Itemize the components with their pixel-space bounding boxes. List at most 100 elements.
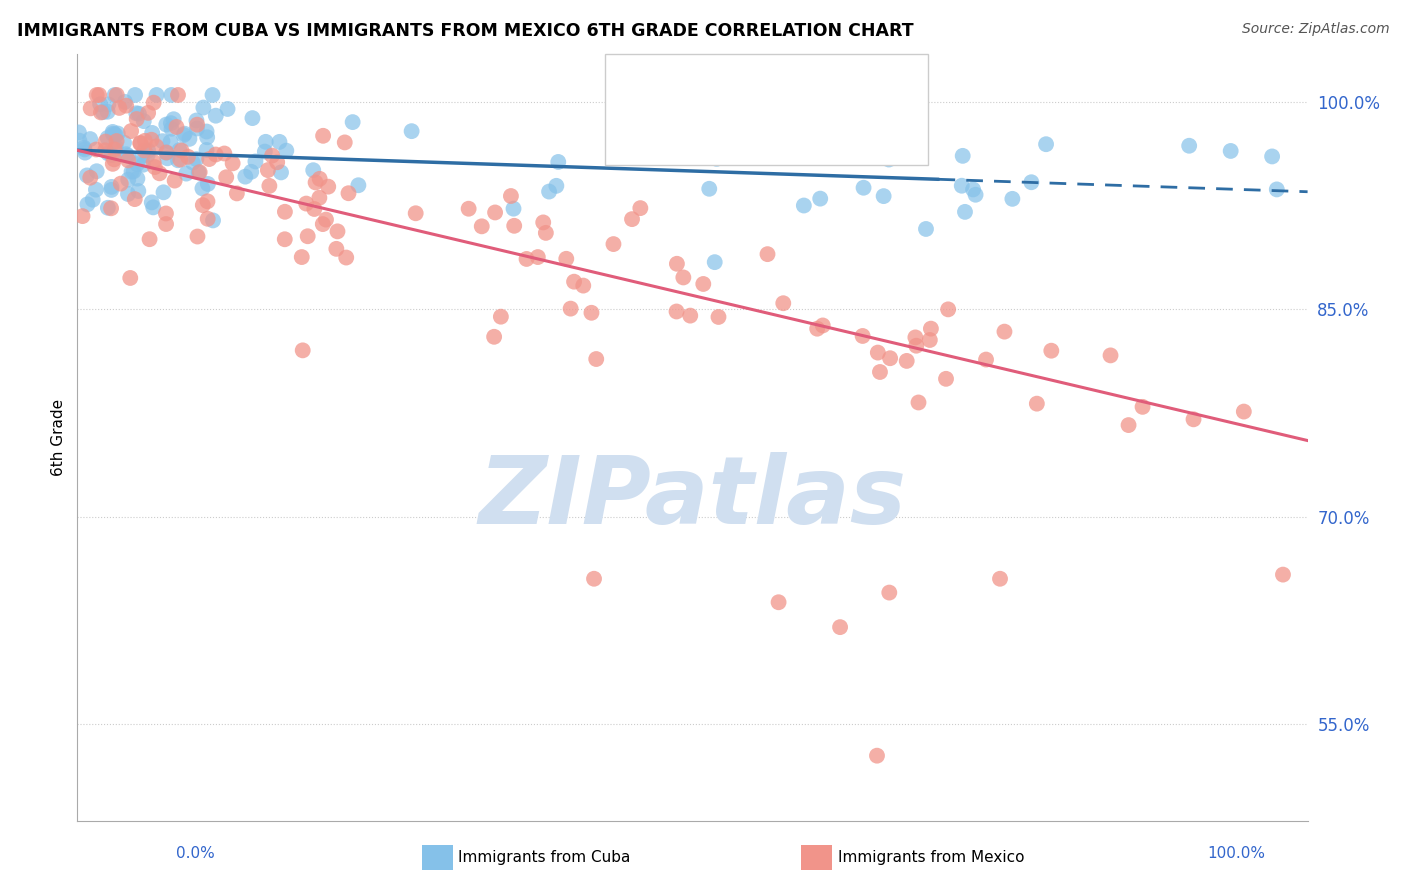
Point xyxy=(181,155,204,169)
Point xyxy=(872,189,894,203)
Point xyxy=(405,206,427,220)
Text: N = 138: N = 138 xyxy=(801,143,882,161)
Point xyxy=(105,134,128,148)
Point xyxy=(136,106,159,120)
Point xyxy=(634,147,657,161)
Point xyxy=(830,620,852,634)
Point xyxy=(217,102,239,116)
Point xyxy=(142,200,165,214)
Point xyxy=(163,112,186,127)
Point xyxy=(132,158,155,172)
Point xyxy=(104,128,127,142)
Point xyxy=(297,229,319,244)
Point xyxy=(242,111,264,125)
Point xyxy=(138,232,160,246)
Point xyxy=(132,114,155,128)
Point xyxy=(91,105,114,120)
Point xyxy=(316,179,339,194)
Point xyxy=(186,113,208,128)
Point xyxy=(134,144,156,158)
Point xyxy=(131,149,153,163)
Point xyxy=(121,164,143,178)
Text: N = 125: N = 125 xyxy=(801,67,882,85)
Point xyxy=(877,153,900,167)
Point xyxy=(852,180,875,194)
Point xyxy=(665,257,688,271)
Point xyxy=(86,164,108,178)
Point xyxy=(89,97,111,112)
Point xyxy=(325,242,347,256)
Point xyxy=(155,206,177,220)
Point xyxy=(1178,138,1201,153)
Point xyxy=(907,395,929,409)
Point xyxy=(585,351,607,366)
Text: 0.0%: 0.0% xyxy=(176,847,215,861)
Point xyxy=(122,164,145,178)
Point xyxy=(97,97,120,112)
Point xyxy=(869,365,891,379)
Point xyxy=(155,145,177,160)
Point xyxy=(1233,404,1256,418)
Point xyxy=(108,101,131,115)
Point xyxy=(269,135,291,149)
Point xyxy=(1099,348,1122,362)
Point xyxy=(177,150,200,164)
Point xyxy=(808,192,831,206)
Point xyxy=(993,325,1015,339)
Point xyxy=(84,143,107,157)
Point xyxy=(115,98,138,112)
Point xyxy=(253,145,276,159)
Point xyxy=(221,156,243,170)
Point xyxy=(562,275,585,289)
Point xyxy=(270,165,292,179)
Point xyxy=(531,215,554,229)
Point xyxy=(142,95,165,110)
Point xyxy=(679,309,702,323)
Point xyxy=(308,171,330,186)
Text: Source: ZipAtlas.com: Source: ZipAtlas.com xyxy=(1241,22,1389,37)
Point xyxy=(120,124,142,138)
Point xyxy=(97,201,120,215)
Point xyxy=(160,116,183,130)
Point xyxy=(155,145,177,160)
Point xyxy=(107,127,129,141)
Point xyxy=(295,196,318,211)
Point xyxy=(326,224,349,238)
Point xyxy=(489,310,512,324)
Point xyxy=(1272,567,1295,582)
Point xyxy=(136,144,159,158)
Point xyxy=(197,177,219,191)
Point xyxy=(974,352,997,367)
Point xyxy=(897,150,920,164)
Point xyxy=(484,205,506,219)
Point xyxy=(104,87,127,102)
Point xyxy=(128,106,150,120)
Point xyxy=(105,87,128,102)
Point xyxy=(73,143,96,157)
Point xyxy=(167,87,190,102)
Point xyxy=(179,132,201,146)
Point xyxy=(79,101,101,115)
Point xyxy=(202,213,225,227)
Point xyxy=(866,748,889,763)
Point xyxy=(1261,149,1284,163)
Point xyxy=(628,201,651,215)
Point xyxy=(160,87,183,102)
Point xyxy=(186,229,208,244)
Point xyxy=(188,165,211,179)
Point xyxy=(103,128,125,142)
Point xyxy=(115,147,138,161)
Point xyxy=(79,170,101,185)
Point xyxy=(94,135,117,149)
Point xyxy=(195,124,218,138)
Y-axis label: 6th Grade: 6th Grade xyxy=(51,399,66,475)
Point xyxy=(173,128,195,142)
Point xyxy=(120,271,142,285)
Point xyxy=(347,178,370,193)
Point xyxy=(852,329,875,343)
Point xyxy=(141,126,163,140)
Point xyxy=(905,339,928,353)
Point xyxy=(104,143,127,157)
Point xyxy=(145,87,167,102)
Point xyxy=(152,186,174,200)
